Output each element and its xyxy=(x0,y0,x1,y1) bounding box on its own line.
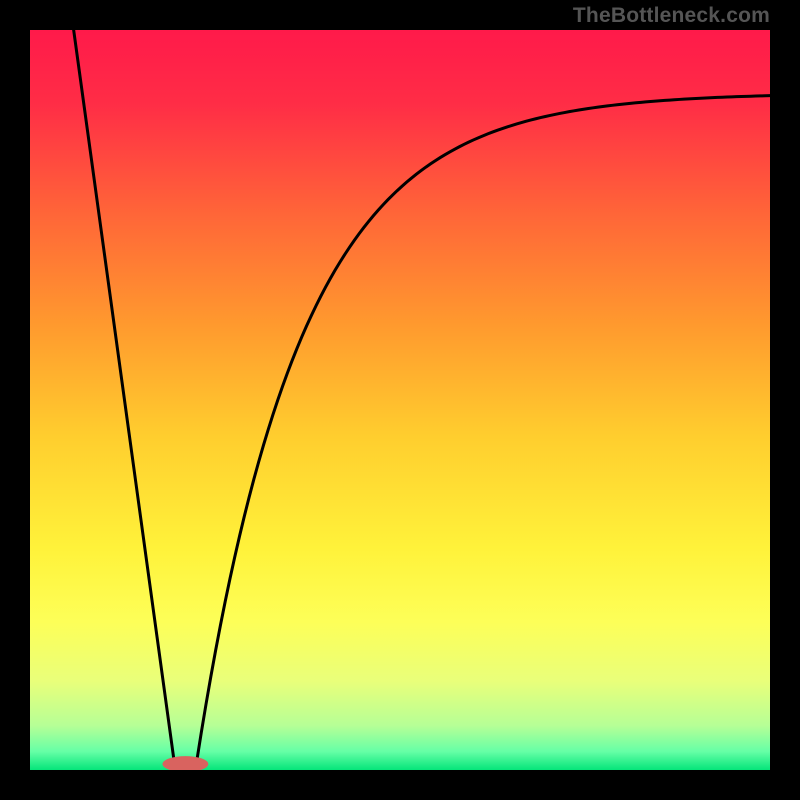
bottleneck-chart xyxy=(30,30,770,770)
chart-container: TheBottleneck.com xyxy=(0,0,800,800)
gradient-background xyxy=(30,30,770,770)
plot-area xyxy=(30,30,770,770)
watermark-text: TheBottleneck.com xyxy=(573,4,770,28)
